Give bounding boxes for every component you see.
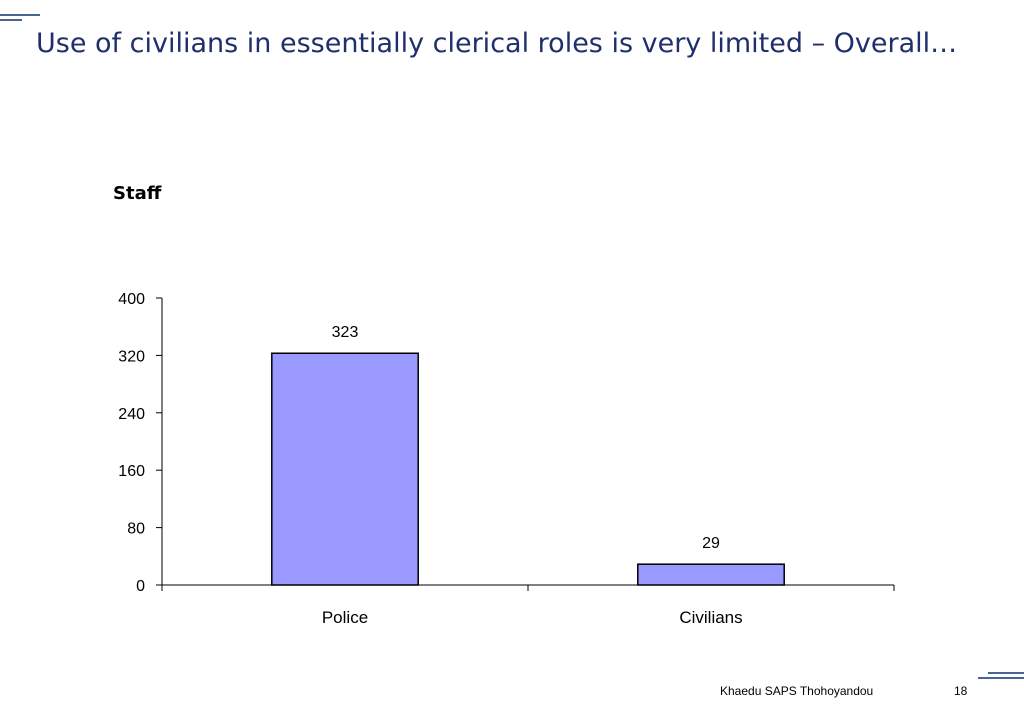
page-number: 18 <box>954 684 968 698</box>
data-label: 29 <box>702 535 720 552</box>
y-tick-label: 400 <box>118 291 145 308</box>
footer-text: Khaedu SAPS Thohoyandou <box>720 684 874 698</box>
slide-title: Use of civilians in essentially clerical… <box>36 28 958 59</box>
data-label: 323 <box>332 324 359 341</box>
bar-police <box>271 352 419 586</box>
y-tick-label: 160 <box>118 463 145 480</box>
category-label: Police <box>322 608 368 627</box>
category-label: Civilians <box>679 608 742 627</box>
y-tick-label: 240 <box>118 406 145 423</box>
y-tick-label: 320 <box>118 348 145 365</box>
y-tick-label: 80 <box>127 521 145 538</box>
chart-title: Staff <box>113 183 162 204</box>
bar-civilians <box>637 563 785 586</box>
y-tick-label: 0 <box>136 578 145 595</box>
